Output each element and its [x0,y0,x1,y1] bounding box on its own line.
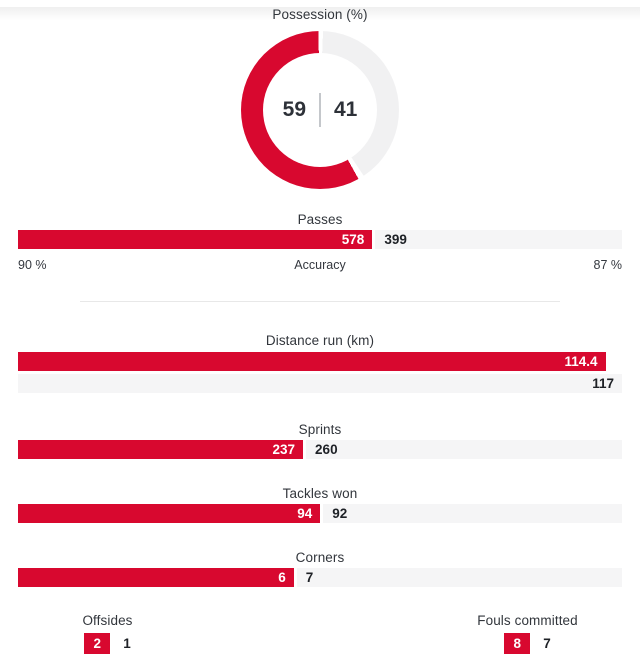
top-gradient-band [0,7,640,20]
passes-home-accuracy: 90 % [18,258,47,272]
mini-stats-row: Offsides 2 1 Fouls committed 8 7 [0,613,640,654]
distance-away-bar: 117 [18,374,622,393]
passes-bar: 578 399 [18,230,622,249]
passes-accuracy-row: 90 % Accuracy 87 % [18,258,622,273]
corners-home-fill: 6 [18,568,297,587]
possession-away-value: 41 [334,98,358,121]
possession-center: 59 41 [263,53,377,167]
offsides-stat: Offsides 2 1 [0,613,320,654]
sprints-away-value: 260 [315,442,338,457]
corners-title: Corners [295,550,345,565]
offsides-home-chip: 2 [84,633,111,654]
distance-home-value: 114.4 [564,354,598,369]
section-divider [80,301,560,302]
tackles-away-value: 92 [332,506,348,521]
sprints-title: Sprints [298,422,342,437]
distance-home-bar: 114.4 [18,352,622,371]
corners-home-value: 6 [278,570,286,585]
accuracy-label: Accuracy [294,258,346,272]
fouls-home-chip: 8 [504,633,531,654]
passes-away-value: 399 [384,232,407,247]
offsides-title: Offsides [82,613,133,628]
passes-away-accuracy: 87 % [593,258,623,272]
corners-away-value: 7 [305,570,314,585]
tackles-bar: 94 92 [18,504,622,523]
stats-bars-container: Passes 578 399 90 % Accuracy 87 % Distan… [0,212,640,587]
distance-away-value: 117 [592,376,614,391]
tackles-title: Tackles won [282,486,358,501]
fouls-stat: Fouls committed 8 7 [320,613,640,654]
fouls-values: 8 7 [415,633,640,654]
distance-home-fill: 114.4 [18,352,609,371]
tackles-home-value: 94 [297,506,313,521]
sprints-home-fill: 237 [18,440,307,459]
sprints-home-value: 237 [272,442,296,457]
passes-home-fill: 578 [18,230,376,249]
distance-title: Distance run (km) [265,333,375,348]
corners-bar: 6 7 [18,568,622,587]
possession-home-value: 59 [282,98,306,121]
offsides-away-value: 1 [123,636,131,651]
sprints-bar: 237 260 [18,440,622,459]
fouls-title: Fouls committed [477,613,578,628]
possession-donut-chart: 59 41 [241,31,399,189]
passes-home-value: 578 [341,232,365,247]
possession-title: Possession (%) [272,7,368,22]
tackles-home-fill: 94 [18,504,324,523]
passes-title: Passes [297,212,343,227]
offsides-values: 2 1 [0,633,215,654]
possession-center-divider [319,93,321,127]
fouls-away-value: 7 [543,636,551,651]
